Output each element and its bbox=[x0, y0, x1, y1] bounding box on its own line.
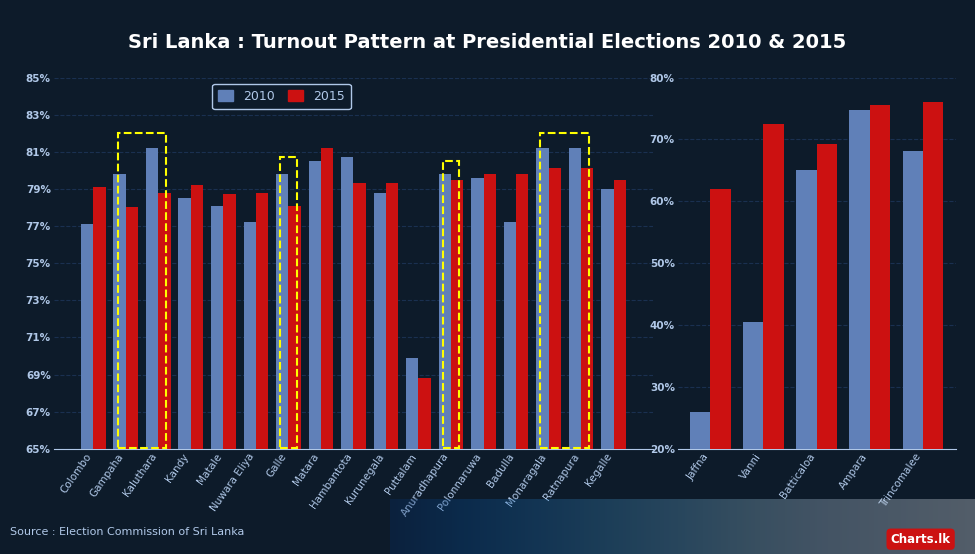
Bar bbox=[113, 174, 126, 554]
Bar bbox=[81, 224, 94, 554]
Bar bbox=[353, 183, 366, 554]
Bar bbox=[602, 189, 613, 554]
Bar bbox=[549, 168, 561, 554]
Bar bbox=[797, 171, 817, 554]
Bar bbox=[289, 206, 300, 554]
Bar bbox=[244, 222, 255, 554]
Bar bbox=[690, 412, 711, 554]
Bar bbox=[223, 194, 236, 554]
Bar bbox=[321, 148, 333, 554]
Bar bbox=[613, 179, 626, 554]
Bar bbox=[711, 189, 730, 554]
Bar bbox=[276, 174, 289, 554]
Bar bbox=[373, 193, 386, 554]
Bar bbox=[516, 174, 528, 554]
Bar bbox=[903, 151, 922, 554]
Bar bbox=[540, 133, 589, 448]
Bar bbox=[191, 185, 203, 554]
Bar bbox=[763, 124, 784, 554]
Bar bbox=[94, 187, 105, 554]
Text: Sri Lanka : Turnout Pattern at Presidential Elections 2010 & 2015: Sri Lanka : Turnout Pattern at President… bbox=[129, 33, 846, 52]
Bar bbox=[178, 198, 191, 554]
Bar bbox=[126, 207, 138, 554]
Bar bbox=[255, 193, 268, 554]
Bar bbox=[118, 133, 167, 448]
Bar bbox=[536, 148, 549, 554]
Bar bbox=[581, 168, 594, 554]
Bar bbox=[743, 322, 763, 554]
Bar bbox=[568, 148, 581, 554]
Text: Charts.lk: Charts.lk bbox=[890, 533, 951, 546]
Bar bbox=[308, 161, 321, 554]
Bar bbox=[211, 206, 223, 554]
Bar bbox=[849, 110, 870, 554]
Bar bbox=[922, 102, 943, 554]
Legend: 2010, 2015: 2010, 2015 bbox=[213, 84, 351, 109]
Bar bbox=[146, 148, 158, 554]
Bar bbox=[451, 179, 463, 554]
Bar bbox=[504, 222, 516, 554]
Bar bbox=[443, 161, 459, 448]
Bar bbox=[386, 183, 399, 554]
Bar bbox=[817, 145, 837, 554]
Bar bbox=[870, 105, 890, 554]
Bar bbox=[418, 378, 431, 554]
Bar bbox=[471, 178, 484, 554]
Bar bbox=[407, 358, 418, 554]
Bar bbox=[280, 157, 296, 448]
Bar bbox=[341, 157, 353, 554]
Bar bbox=[484, 174, 496, 554]
Bar bbox=[439, 174, 451, 554]
Bar bbox=[158, 193, 171, 554]
Text: Source : Election Commission of Sri Lanka: Source : Election Commission of Sri Lank… bbox=[10, 527, 244, 537]
